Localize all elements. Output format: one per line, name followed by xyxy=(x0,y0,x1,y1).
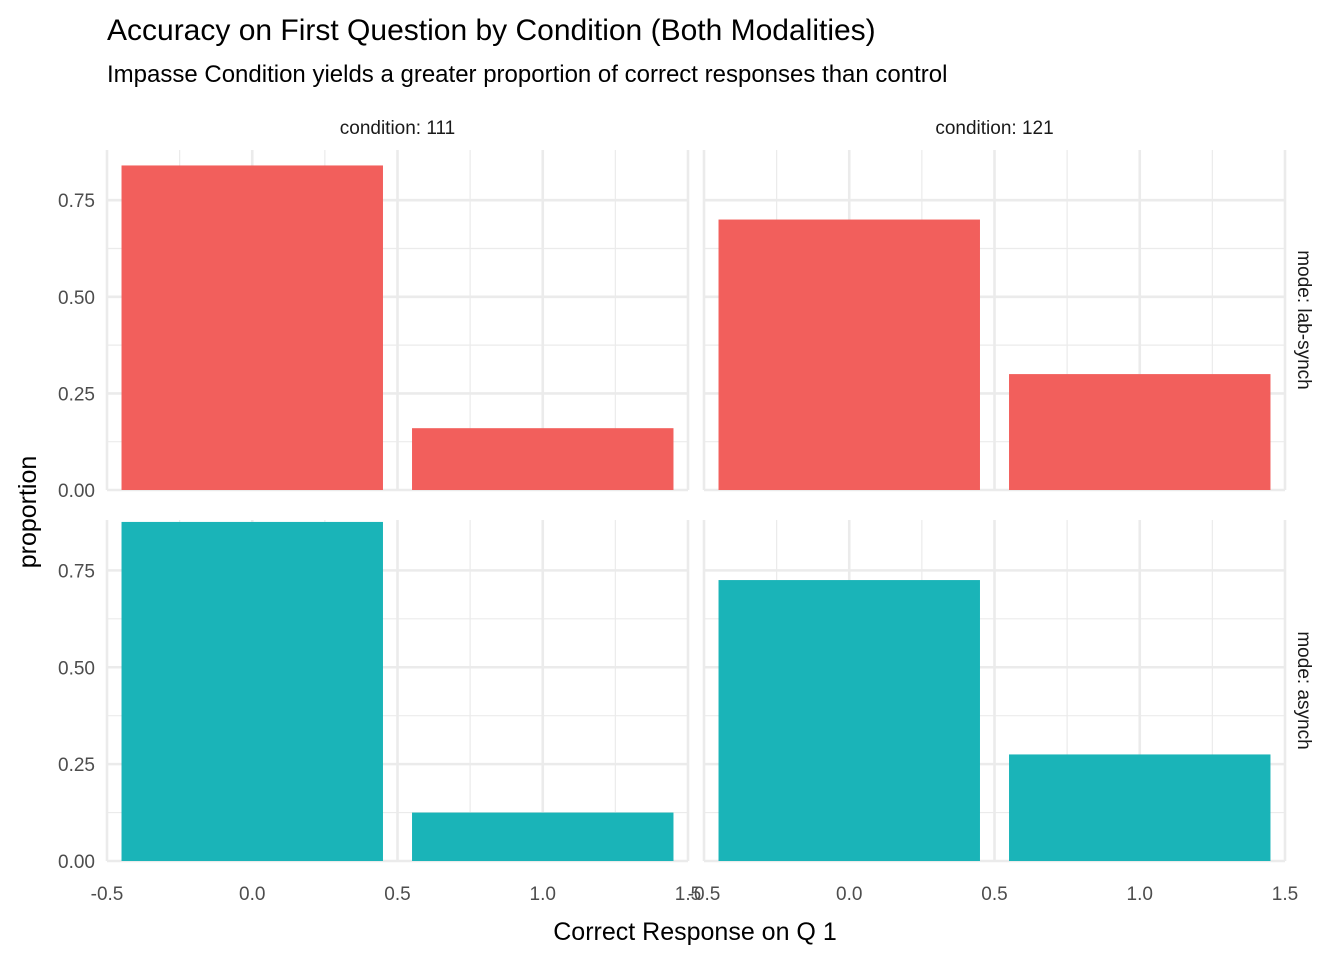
y-tick-label: 0.75 xyxy=(58,191,95,212)
row-strip-label-0: mode: lab-synch xyxy=(1293,250,1314,389)
x-tick-label: -0.5 xyxy=(688,884,721,905)
bar xyxy=(121,165,383,491)
x-tick-label: 1.5 xyxy=(1272,884,1298,905)
x-axis-title: Correct Response on Q 1 xyxy=(553,918,836,946)
y-tick-label: 0.75 xyxy=(58,561,95,582)
bar xyxy=(718,219,980,490)
x-tick-label: 0.5 xyxy=(981,884,1007,905)
y-tick-label: 0.25 xyxy=(58,755,95,776)
y-axis-title: proportion xyxy=(14,456,42,569)
x-tick-label: 1.0 xyxy=(530,884,556,905)
y-tick-label: 0.00 xyxy=(58,481,95,502)
x-tick-label: 0.5 xyxy=(384,884,410,905)
chart-subtitle: Impasse Condition yields a greater propo… xyxy=(107,61,947,88)
bar xyxy=(121,521,383,861)
bar xyxy=(1009,374,1271,490)
x-tick-label: -0.5 xyxy=(91,884,124,905)
x-tick-label: 1.0 xyxy=(1127,884,1153,905)
panels: condition: 111 condition: 121 mode: lab-sy… xyxy=(58,118,1314,905)
bar xyxy=(412,428,674,490)
bar xyxy=(1009,754,1271,861)
y-tick-label: 0.00 xyxy=(58,852,95,873)
strip-label-1: condition: 121 xyxy=(935,118,1053,139)
chart-title: Accuracy on First Question by Condition … xyxy=(107,14,876,47)
bar xyxy=(718,580,980,861)
x-tick-label: 1.5 xyxy=(675,884,701,905)
y-tick-label: 0.50 xyxy=(58,658,95,679)
y-tick-label: 0.50 xyxy=(58,288,95,309)
bar xyxy=(412,812,674,861)
y-tick-label: 0.25 xyxy=(58,384,95,405)
strip-label-0: condition: 111 xyxy=(340,118,456,139)
x-tick-label: 0.0 xyxy=(239,884,265,905)
row-strip-label-1: mode: asynch xyxy=(1293,631,1314,749)
x-tick-label: 0.0 xyxy=(836,884,862,905)
